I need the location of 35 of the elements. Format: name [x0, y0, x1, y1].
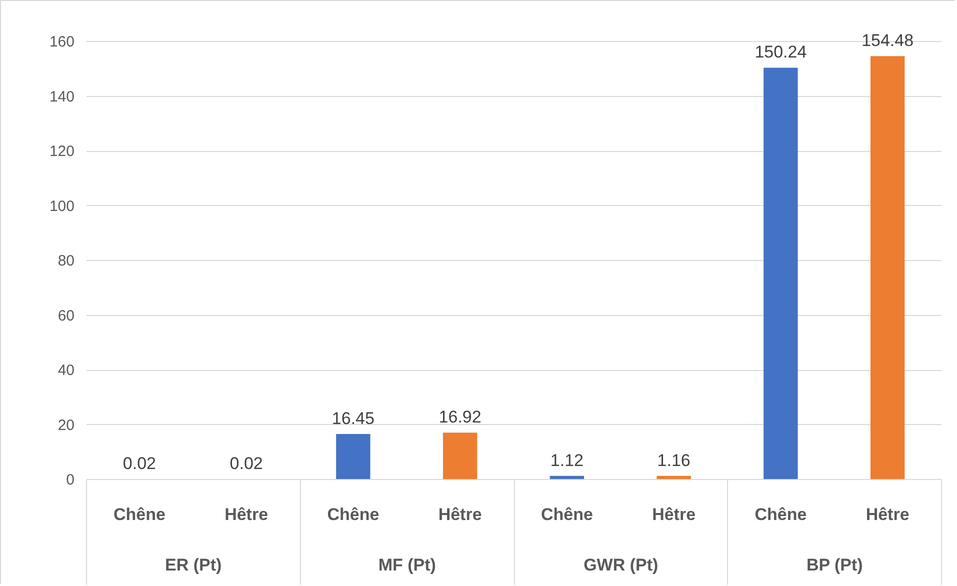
x-tick-label: MF (Pt) — [378, 556, 436, 574]
bar — [870, 56, 905, 479]
x-tick-label: GWR (Pt) — [584, 556, 658, 574]
y-tick-label: 100 — [49, 198, 74, 215]
text: Hêtre — [652, 505, 696, 524]
y-tick-label: 140 — [49, 88, 74, 106]
x-tick-label: BP (Pt) — [806, 556, 863, 574]
text: Chêne — [540, 505, 593, 524]
series-label: Hêtre — [224, 505, 268, 524]
y-tick-label: 80 — [58, 252, 74, 270]
data-label: 0.02 — [122, 454, 156, 473]
data-label: 16.45 — [332, 408, 374, 428]
data-label: 0.02 — [230, 454, 263, 473]
series-label: Chêne — [113, 505, 166, 524]
text: Chêne — [754, 505, 807, 524]
y-tick-label: 0 — [66, 472, 74, 488]
x-tick-label: ER (Pt) — [165, 556, 222, 574]
text: Hêtre — [866, 505, 910, 524]
bar — [656, 476, 691, 479]
y-tick-label: 60 — [58, 307, 74, 324]
data-label: 1.12 — [550, 450, 584, 470]
data-label: 1.16 — [657, 450, 690, 470]
y-tick-label: 20 — [58, 416, 74, 434]
bar — [336, 434, 370, 479]
data-label: 16.92 — [438, 408, 482, 427]
bar — [764, 68, 798, 479]
y-tick-label: 160 — [49, 34, 74, 50]
data-label: 150.24 — [754, 42, 807, 62]
text: Hêtre — [438, 505, 482, 524]
bar — [442, 432, 478, 479]
y-tick-label: 40 — [58, 362, 74, 379]
text: Chêne — [327, 505, 380, 524]
bar — [550, 476, 584, 479]
y-tick-label: 120 — [49, 143, 74, 160]
data-label: 154.48 — [862, 31, 914, 50]
